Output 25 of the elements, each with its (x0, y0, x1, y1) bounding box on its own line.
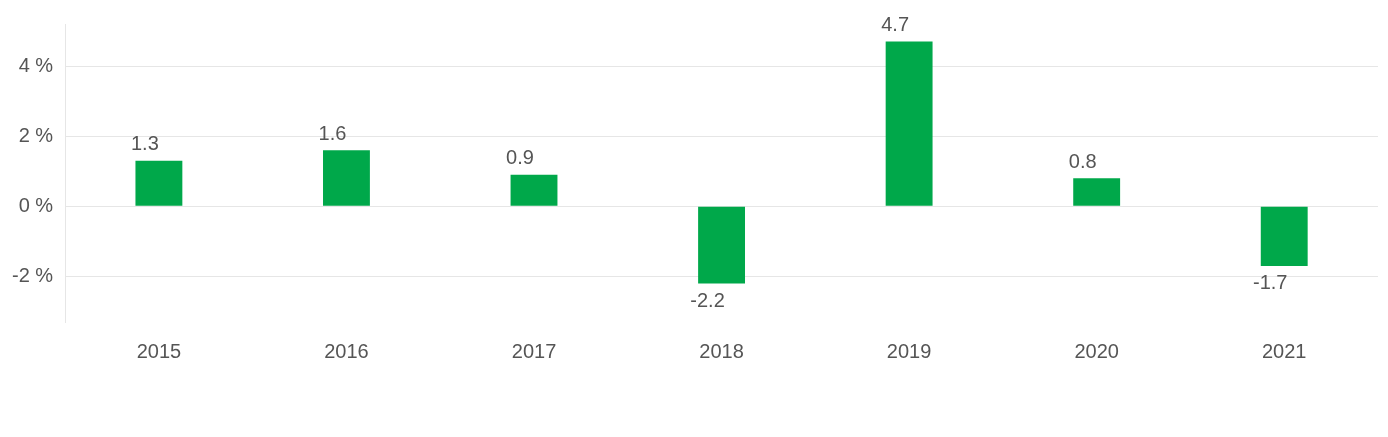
bar (1260, 206, 1308, 266)
bar (698, 206, 746, 284)
y-tick-label: 2 % (18, 123, 54, 146)
y-tick-label: -2 % (12, 263, 54, 286)
bar (135, 160, 183, 206)
x-tick-label: 2021 (1261, 339, 1307, 362)
y-tick-label: 4 % (18, 53, 54, 76)
y-tick-label: 0 % (18, 193, 54, 216)
bar (1073, 178, 1121, 206)
x-tick-label: 2019 (886, 339, 932, 362)
bar (510, 174, 558, 206)
data-label: 0.9 (506, 146, 534, 169)
data-label: 4.7 (881, 13, 910, 36)
bar (885, 41, 933, 206)
bar (323, 150, 370, 206)
data-label: -1.7 (1252, 271, 1288, 294)
x-tick-label: 2016 (324, 339, 369, 362)
x-tick-label: 2018 (699, 339, 744, 362)
x-tick-label: 2020 (1074, 339, 1119, 362)
data-label: -2.2 (690, 288, 725, 311)
x-tick-label: 2017 (511, 339, 557, 362)
data-label: 0.8 (1068, 149, 1097, 172)
x-tick-label: 2015 (136, 339, 182, 362)
data-label: 1.3 (130, 132, 159, 155)
data-label: 1.6 (318, 121, 347, 144)
